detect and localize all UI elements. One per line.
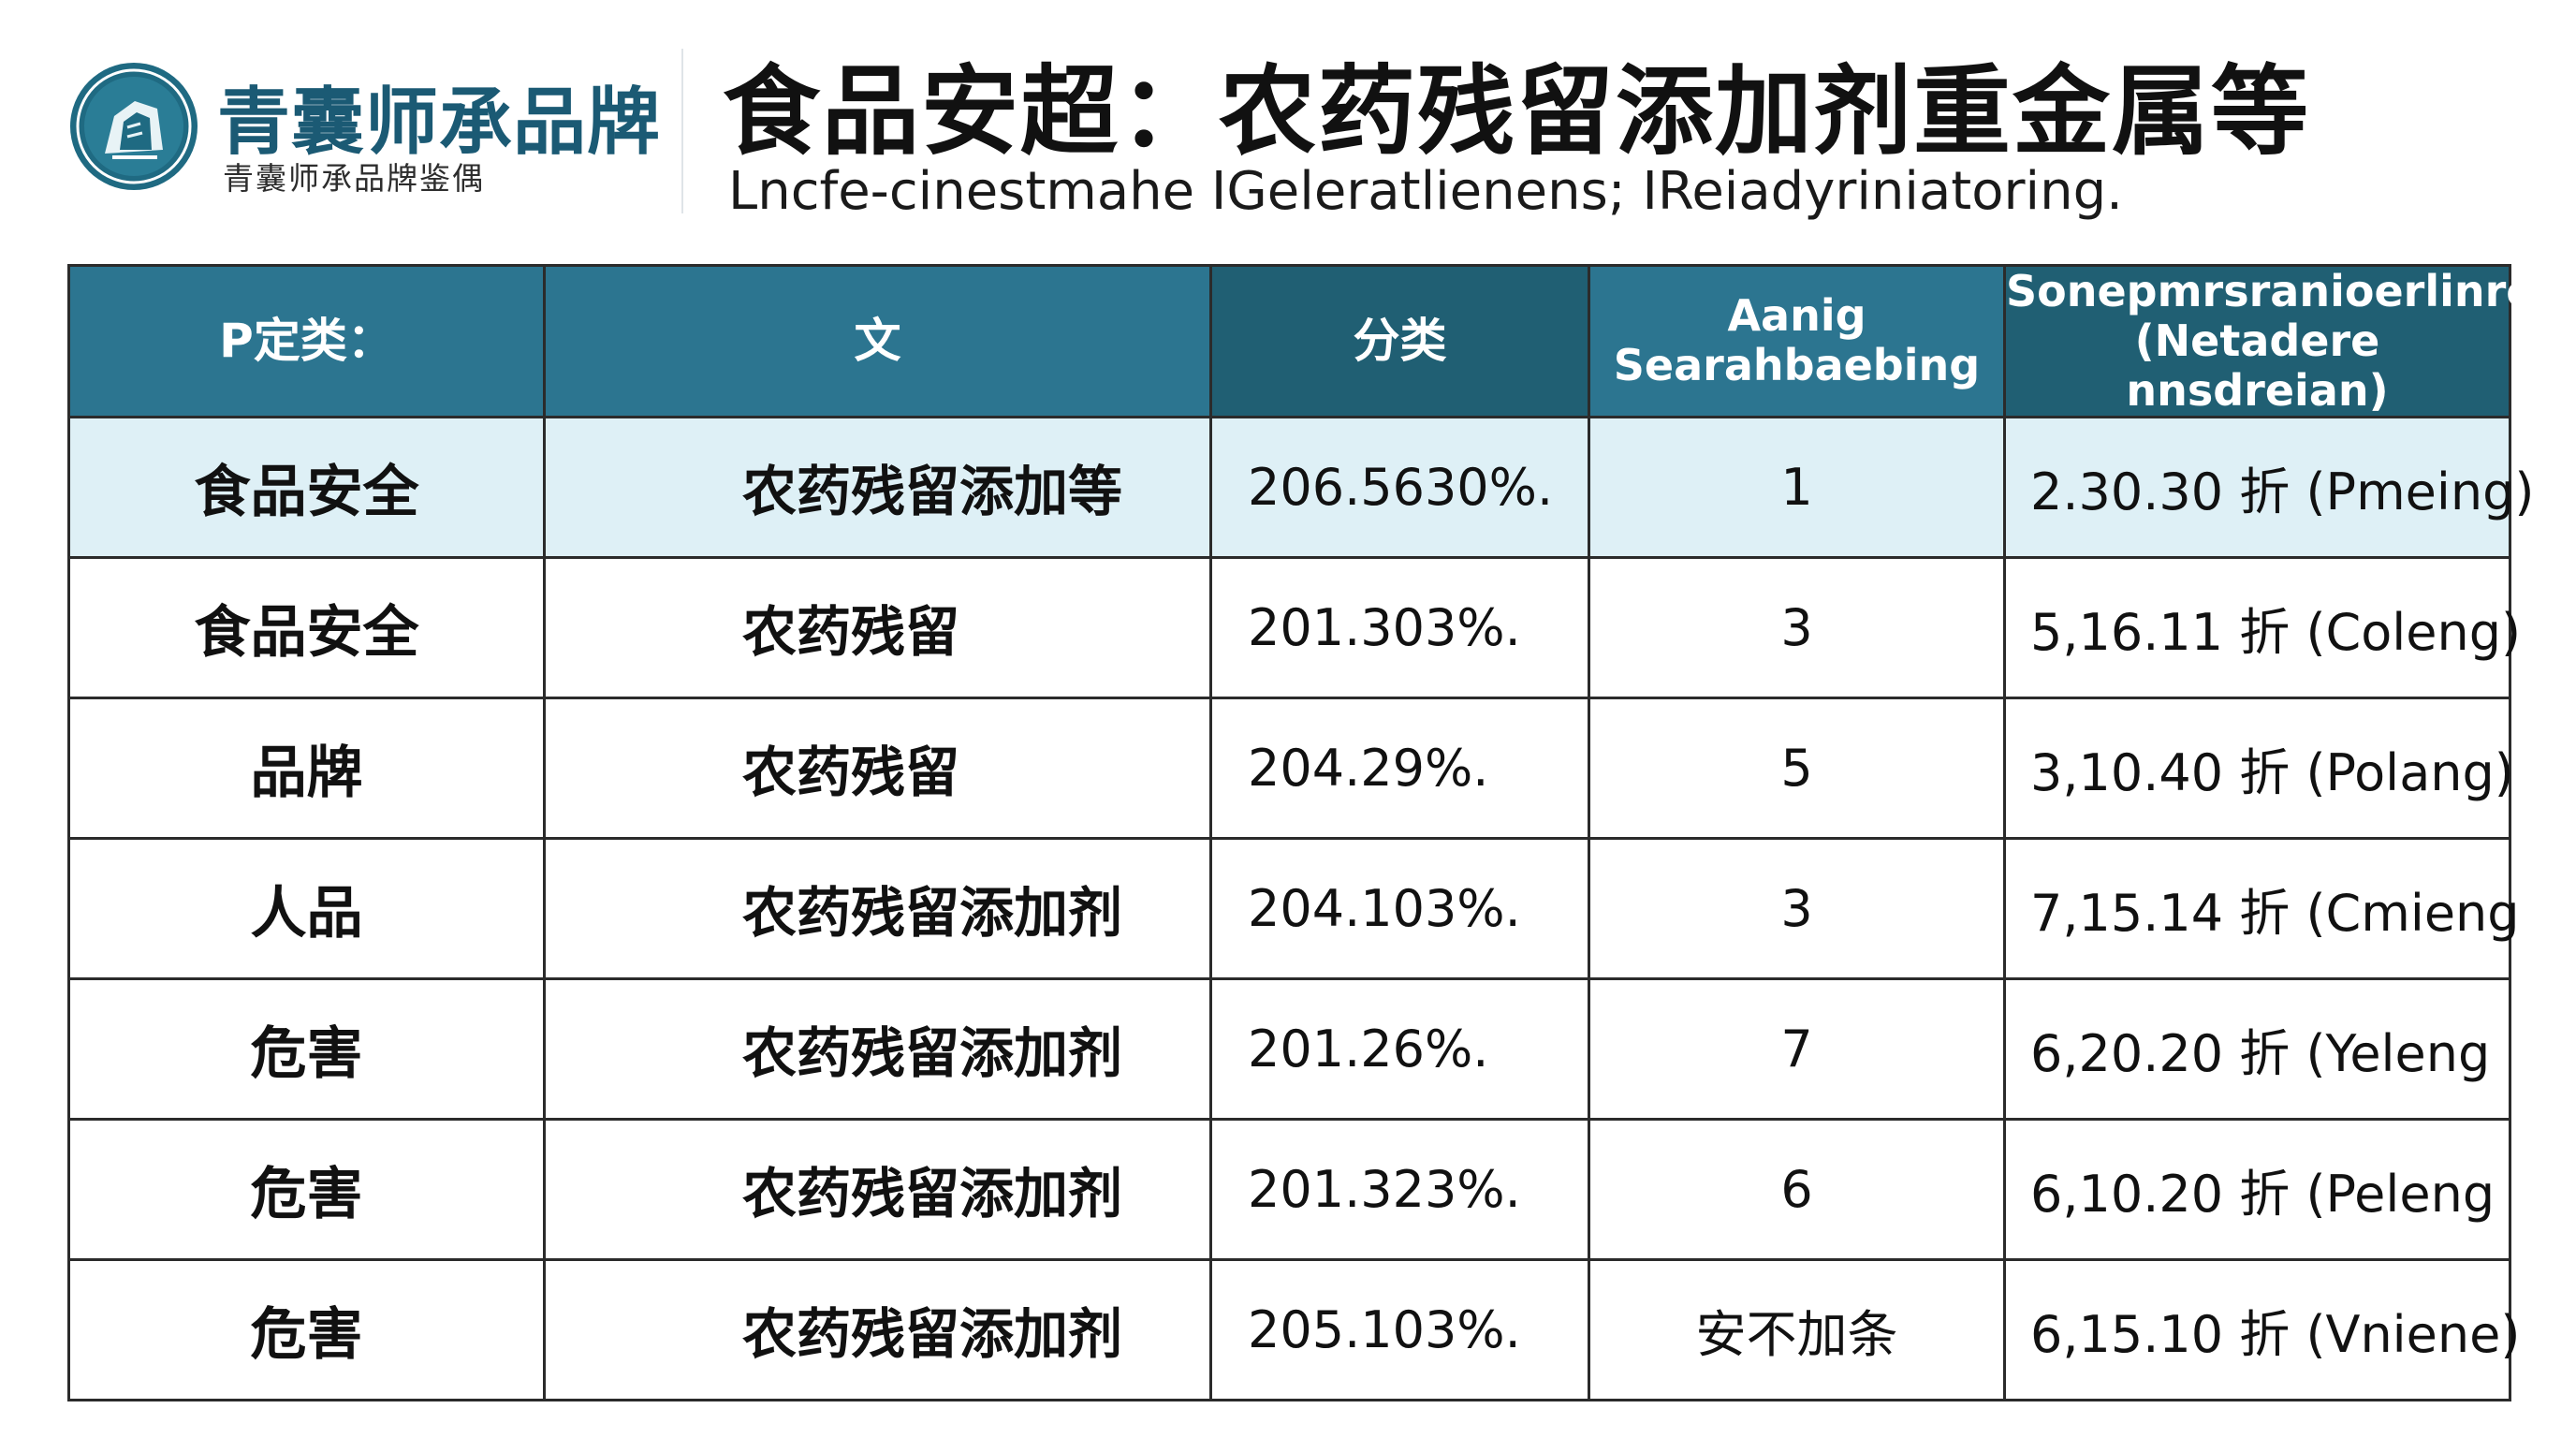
- cell-item: 农药残留添加剂: [543, 1257, 1212, 1401]
- table-row: 危害 农药残留添加剂 205.103%. 安不加条 6,15.10 折 (Vni…: [67, 1257, 2520, 1401]
- cell-item: 农药残留添加等: [543, 415, 1212, 559]
- cell-price: 6,15.10 折 (Vniene): [2003, 1257, 2520, 1401]
- data-table: P定类： 文 分类 Aanig Searahbaebing Sonepmrsra…: [67, 264, 2536, 1401]
- table-row: 品牌 农药残留 204.29%. 5 3,10.40 折 (Polang): [67, 696, 2514, 840]
- cell-percent: 201.323%.: [1209, 1117, 1590, 1261]
- cell-rank: 1: [1588, 415, 2006, 559]
- table-row: 食品安全 农药残留 201.303%. 3 5,16.11 折 (Coleng): [67, 555, 2521, 699]
- data-table-wrapper: P定类： 文 分类 Aanig Searahbaebing Sonepmrsra…: [67, 264, 2536, 1401]
- cell-percent: 204.103%.: [1209, 836, 1590, 980]
- cell-rank: 6: [1588, 1117, 2006, 1261]
- column-header-classification: 分类: [1209, 264, 1590, 418]
- page-subtitle: Lncfe-cinestmahe IGeleratlienens; IReiad…: [728, 161, 2123, 222]
- cell-category: 食品安全: [67, 555, 546, 699]
- cell-price: 3,10.40 折 (Polang): [2003, 696, 2514, 840]
- cell-category: 品牌: [67, 696, 546, 840]
- cell-rank: 5: [1588, 696, 2006, 840]
- page-title: 食品安超：农药残留添加剂重金属等: [723, 54, 2311, 169]
- column-header-price: Sonepmrsranioerlinre (Netadere nnsdreian…: [2003, 264, 2536, 418]
- cell-category: 危害: [67, 1117, 546, 1261]
- cell-rank: 3: [1588, 836, 2006, 980]
- cell-percent: 205.103%.: [1209, 1257, 1590, 1401]
- column-header-price-line1: Sonepmrsranioerlinre: [2006, 266, 2536, 316]
- brand-logo-block: 青囊师承品牌 青囊师承品牌鉴偶: [67, 60, 666, 200]
- cell-percent: 201.26%.: [1209, 976, 1590, 1121]
- table-header-row: P定类： 文 分类 Aanig Searahbaebing Sonepmrsra…: [67, 264, 2536, 418]
- column-header-item: 文: [543, 264, 1212, 418]
- column-header-category: P定类：: [67, 264, 546, 418]
- cell-price: 6,20.20 折 (Yeleng: [2003, 976, 2511, 1121]
- cell-item: 农药残留: [543, 555, 1212, 699]
- cell-item: 农药残留: [543, 696, 1212, 840]
- cell-percent: 204.29%.: [1209, 696, 1590, 840]
- cell-category: 食品安全: [67, 415, 546, 559]
- column-header-ranking-line2: Searahbaebing: [1613, 340, 1981, 391]
- cell-category: 危害: [67, 976, 546, 1121]
- cell-rank: 安不加条: [1588, 1257, 2006, 1401]
- table-row: 人品 农药残留添加剂 204.103%. 3 7,15.14 折 (Cmieng: [67, 836, 2520, 980]
- table-row: 食品安全 农药残留添加等 206.5630%. 1 2.30.30 折 (Pme…: [67, 415, 2534, 559]
- cell-percent: 206.5630%.: [1209, 415, 1590, 559]
- cell-price: 6,10.20 折 (Peleng: [2003, 1117, 2511, 1261]
- cell-price: 5,16.11 折 (Coleng): [2003, 555, 2521, 699]
- header-divider: [681, 49, 683, 213]
- brand-name: 青囊师承品牌: [217, 81, 662, 165]
- cell-item: 农药残留添加剂: [543, 976, 1212, 1121]
- cell-rank: 7: [1588, 976, 2006, 1121]
- cell-category: 人品: [67, 836, 546, 980]
- cell-price: 2.30.30 折 (Pmeing): [2003, 415, 2534, 559]
- cell-item: 农药残留添加剂: [543, 1117, 1212, 1261]
- brand-subtitle: 青囊师承品牌鉴偶: [223, 160, 485, 197]
- cell-category: 危害: [67, 1257, 546, 1401]
- column-header-ranking-line1: Aanig: [1727, 290, 1866, 342]
- cell-item: 农药残留添加剂: [543, 836, 1212, 980]
- brand-emblem-icon: [70, 63, 198, 190]
- column-header-price-line2: (Netadere nnsdreian): [2126, 315, 2389, 416]
- cell-rank: 3: [1588, 555, 2006, 699]
- table-row: 危害 农药残留添加剂 201.323%. 6 6,10.20 折 (Peleng: [67, 1117, 2511, 1261]
- column-header-ranking: Aanig Searahbaebing: [1588, 264, 2006, 418]
- cell-percent: 201.303%.: [1209, 555, 1590, 699]
- cell-price: 7,15.14 折 (Cmieng: [2003, 836, 2520, 980]
- table-row: 危害 农药残留添加剂 201.26%. 7 6,20.20 折 (Yeleng: [67, 976, 2511, 1121]
